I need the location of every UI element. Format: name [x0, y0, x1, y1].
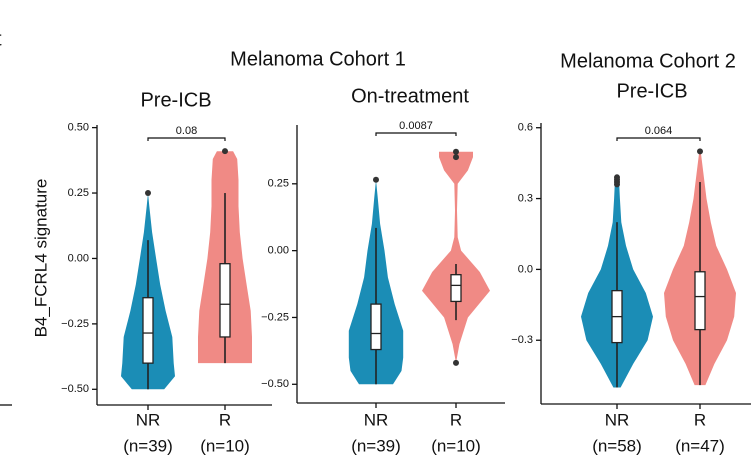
- y-tick-label: 0.0: [518, 263, 533, 275]
- y-axis-label: B4_FCRL4 signature: [31, 179, 50, 338]
- x-tick-label: NR: [136, 410, 161, 429]
- box: [450, 274, 462, 303]
- cropped-text: t: [0, 28, 2, 50]
- p-value: 0.08: [176, 125, 197, 137]
- x-tick-sublabel: (n=10): [200, 436, 250, 455]
- significance-bracket: [375, 132, 457, 136]
- x-tick-label: NR: [605, 410, 630, 429]
- box: [142, 297, 154, 364]
- violin: [422, 151, 490, 363]
- panel-title: On-treatment: [351, 85, 469, 107]
- outlier: [453, 154, 459, 161]
- y-tick-label: 0.00: [268, 245, 289, 257]
- outlier: [373, 176, 379, 183]
- p-value: 0.064: [645, 125, 673, 137]
- box: [370, 303, 382, 351]
- x-tick-label: R: [694, 410, 706, 429]
- y-tick-label: 0.3: [518, 192, 533, 204]
- x-tick-label: R: [219, 410, 231, 429]
- panel-title: Pre-ICB: [140, 89, 211, 111]
- outlier: [145, 190, 151, 197]
- outlier: [453, 359, 459, 366]
- y-tick-label: −0.50: [61, 383, 89, 395]
- significance-bracket: [147, 137, 226, 141]
- box: [219, 263, 231, 338]
- box: [694, 271, 706, 331]
- y-tick-label: 0.6: [518, 122, 533, 134]
- p-value: 0.0087: [399, 120, 433, 132]
- panel-title: Pre-ICB: [616, 80, 687, 102]
- x-tick-sublabel: (n=39): [351, 436, 401, 455]
- y-tick-label: 0.50: [68, 122, 89, 134]
- outlier: [453, 148, 459, 155]
- y-tick-label: −0.25: [261, 311, 289, 323]
- outlier: [614, 181, 620, 188]
- group-title: Melanoma Cohort 2: [560, 50, 736, 72]
- x-tick-label: NR: [364, 410, 389, 429]
- x-tick-sublabel: (n=58): [592, 436, 642, 455]
- y-tick-label: −0.25: [61, 318, 89, 330]
- outlier: [697, 148, 703, 155]
- y-tick-label: −0.3: [511, 334, 533, 346]
- y-tick-label: 0.25: [268, 178, 289, 190]
- x-tick-label: R: [450, 410, 462, 429]
- y-tick-label: −0.50: [261, 378, 289, 390]
- outlier: [222, 148, 228, 155]
- y-tick-label: 0.25: [68, 187, 89, 199]
- significance-bracket: [616, 137, 701, 141]
- y-tick-label: 0.00: [68, 252, 89, 264]
- group-title: Melanoma Cohort 1: [230, 48, 406, 70]
- x-tick-sublabel: (n=10): [431, 436, 481, 455]
- x-tick-sublabel: (n=39): [123, 436, 173, 455]
- x-tick-sublabel: (n=47): [675, 436, 725, 455]
